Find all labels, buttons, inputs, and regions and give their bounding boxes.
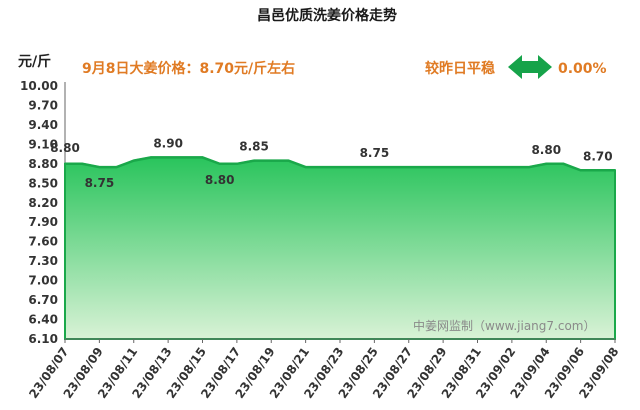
- data-point: [253, 159, 255, 162]
- data-point: [167, 156, 169, 159]
- y-tick-label: 10.00: [20, 79, 58, 93]
- data-point: [390, 166, 393, 168]
- data-point: [81, 163, 83, 165]
- y-tick-label: 7.00: [28, 274, 58, 288]
- compare-label: 较昨日平稳: [425, 60, 495, 77]
- data-point: [356, 166, 358, 168]
- data-labels: 8.80 8.75 8.90 8.80 8.85 8.75 8.80 8.70: [50, 136, 612, 190]
- data-point: [476, 166, 479, 168]
- x-axis: 23/08/0723/08/0923/08/1123/08/1323/08/15…: [26, 338, 621, 401]
- data-label: 8.80: [531, 143, 561, 157]
- change-value: 0.00%: [558, 61, 607, 77]
- data-point: [528, 166, 530, 168]
- double-arrow-icon: [508, 55, 552, 79]
- data-point: [201, 156, 204, 159]
- data-point: [218, 163, 221, 165]
- data-point: [459, 166, 462, 168]
- data-point: [442, 166, 444, 168]
- y-tick-label: 7.60: [28, 235, 58, 249]
- chart-title: 昌邑优质洗姜价格走势: [257, 7, 397, 24]
- data-point: [64, 163, 66, 165]
- data-label: 8.75: [85, 176, 115, 190]
- data-point: [287, 159, 290, 162]
- data-point: [132, 159, 135, 162]
- data-point: [150, 156, 152, 159]
- data-point: [236, 163, 238, 165]
- data-point: [614, 169, 616, 172]
- data-point: [270, 159, 273, 162]
- y-tick-label: 9.40: [28, 118, 58, 132]
- y-tick-label: 8.50: [28, 176, 58, 190]
- data-point: [115, 166, 118, 168]
- y-tick-label: 6.40: [28, 313, 58, 327]
- data-point: [184, 156, 187, 159]
- data-point: [407, 166, 410, 168]
- data-point: [562, 163, 565, 165]
- watermark: 中姜网监制（www.jiang7.com）: [413, 318, 595, 333]
- data-point: [511, 166, 513, 168]
- data-point: [597, 169, 599, 172]
- data-label: 8.90: [153, 136, 183, 150]
- y-tick-label: 6.10: [28, 332, 58, 346]
- y-axis: 10.00 9.70 9.40 9.10 8.80 8.50 8.20 7.90 7.60 7.3…: [20, 79, 66, 346]
- data-label: 8.80: [50, 141, 80, 155]
- y-tick-label: 8.20: [28, 196, 58, 210]
- price-area: [64, 156, 616, 340]
- price-note: 9月8日大姜价格：8.70元/斤左右: [82, 60, 295, 77]
- data-point: [322, 166, 324, 168]
- y-tick-label: 9.70: [28, 98, 58, 112]
- data-point: [373, 166, 376, 168]
- data-point: [545, 163, 548, 165]
- area-layer: [64, 156, 616, 340]
- data-point: [579, 169, 582, 172]
- y-tick-label: 9.10: [28, 137, 58, 151]
- data-label: 8.75: [360, 146, 390, 160]
- y-tick-label: 6.70: [28, 293, 58, 307]
- y-tick-label: 7.90: [28, 215, 58, 229]
- data-point: [425, 166, 427, 168]
- data-label: 8.80: [205, 173, 235, 187]
- data-point: [493, 166, 496, 168]
- data-point: [304, 166, 307, 168]
- y-tick-label: 7.30: [28, 254, 58, 268]
- data-label: 8.70: [583, 149, 613, 163]
- data-point: [339, 166, 341, 168]
- y-axis-unit: 元/斤: [18, 53, 51, 70]
- data-point: [98, 166, 101, 168]
- y-tick-label: 8.80: [28, 157, 58, 171]
- data-label: 8.85: [239, 140, 269, 154]
